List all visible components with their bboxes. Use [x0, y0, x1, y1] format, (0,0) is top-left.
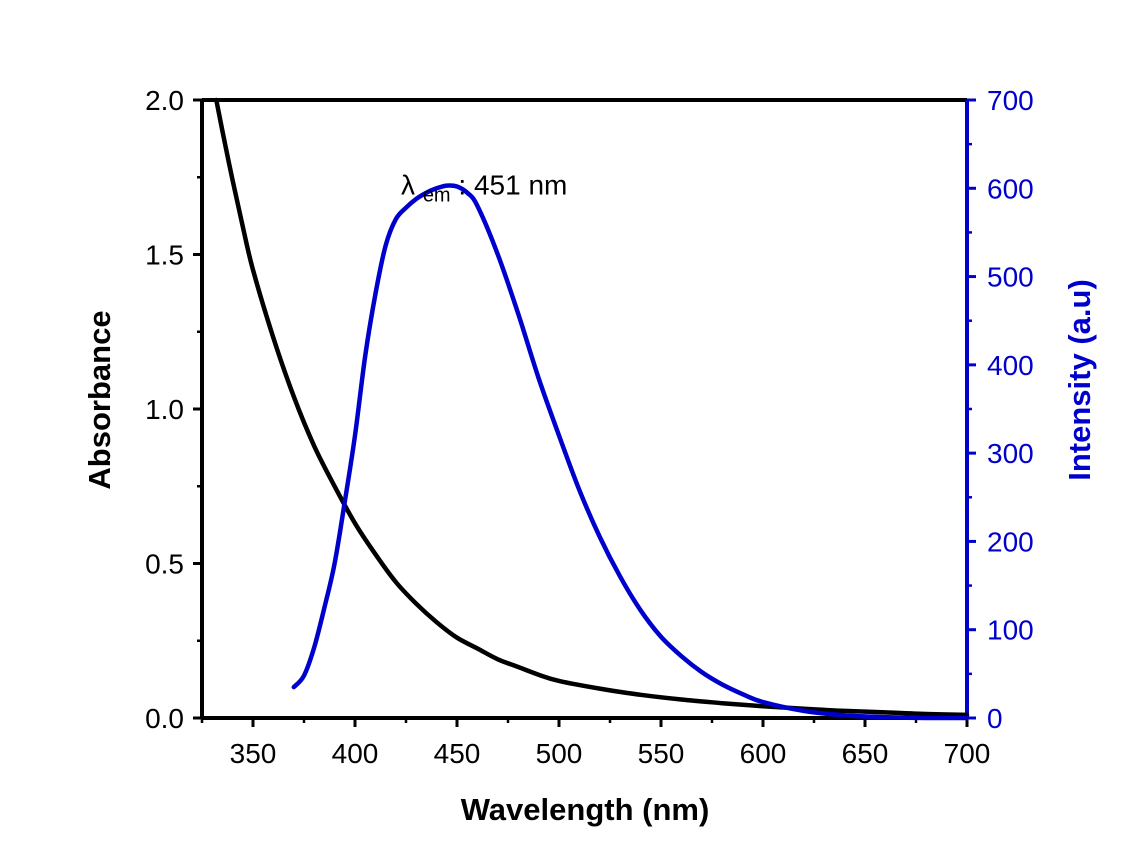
x-axis-ticks: 350 400 450 500 550 600 650 700 [200, 718, 991, 769]
y-axis-title: Absorbance [82, 310, 117, 489]
x-tick-label: 550 [638, 738, 685, 769]
annotation-subscript: em [423, 184, 451, 206]
plot-frame [200, 98, 969, 720]
y2-tick-label: 200 [987, 526, 1034, 557]
x-tick-label: 450 [434, 738, 481, 769]
y2-axis-title: Intensity (a.u) [1062, 279, 1097, 481]
x-tick-label: 600 [740, 738, 787, 769]
annotation-symbol: λ [401, 169, 415, 200]
y2-tick-label: 0 [987, 703, 1003, 734]
emission-series-line [291, 183, 970, 721]
series-layer [214, 97, 970, 721]
y-tick-label: 0.5 [145, 549, 184, 580]
y2-tick-label: 500 [987, 262, 1034, 293]
x-tick-label: 650 [842, 738, 889, 769]
y2-tick-label: 100 [987, 615, 1034, 646]
y2-tick-label: 300 [987, 438, 1034, 469]
annotation-text: : 451 nm [458, 169, 567, 200]
x-tick-label: 350 [230, 738, 277, 769]
x-axis-title: Wavelength (nm) [461, 792, 710, 827]
y-tick-label: 2.0 [145, 85, 184, 116]
y-tick-label: 0.0 [145, 703, 184, 734]
x-tick-label: 700 [944, 738, 991, 769]
y-tick-label: 1.0 [145, 394, 184, 425]
y-tick-label: 1.5 [145, 240, 184, 271]
y2-tick-label: 600 [987, 173, 1034, 204]
peak-annotation: λ em : 451 nm [401, 169, 567, 207]
absorbance-series-line [214, 97, 970, 718]
y2-tick-label: 700 [987, 85, 1034, 116]
x-tick-label: 400 [332, 738, 379, 769]
y2-axis-ticks: 0 100 200 300 400 500 600 700 [967, 85, 1034, 734]
y2-tick-label: 400 [987, 350, 1034, 381]
y-axis-ticks: 0.0 0.5 1.0 1.5 2.0 [145, 85, 202, 734]
x-tick-label: 500 [536, 738, 583, 769]
